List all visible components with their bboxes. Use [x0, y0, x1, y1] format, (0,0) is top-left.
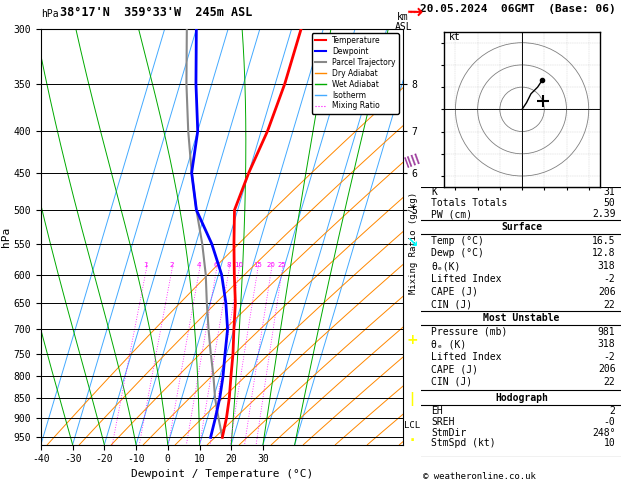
- Y-axis label: hPa: hPa: [1, 227, 11, 247]
- Text: Most Unstable: Most Unstable: [483, 313, 560, 323]
- Text: hPa: hPa: [41, 9, 58, 19]
- Text: 10: 10: [234, 261, 243, 268]
- Text: km: km: [398, 12, 409, 22]
- Text: 4: 4: [197, 261, 201, 268]
- Text: 16.5: 16.5: [592, 236, 615, 246]
- Text: Mixing Ratio (g/kg): Mixing Ratio (g/kg): [409, 192, 418, 294]
- Text: CAPE (J): CAPE (J): [431, 287, 479, 297]
- Text: kt: kt: [448, 33, 460, 42]
- Text: 20.05.2024  06GMT  (Base: 06): 20.05.2024 06GMT (Base: 06): [420, 3, 616, 14]
- Text: CIN (J): CIN (J): [431, 300, 472, 310]
- Text: PW (cm): PW (cm): [431, 209, 472, 219]
- Text: -0: -0: [604, 417, 615, 427]
- Text: -2: -2: [604, 274, 615, 284]
- Text: Dewp (°C): Dewp (°C): [431, 248, 484, 259]
- Text: 6: 6: [214, 261, 218, 268]
- Text: 318: 318: [598, 339, 615, 349]
- Text: Lifted Index: Lifted Index: [431, 274, 502, 284]
- Text: EH: EH: [431, 406, 443, 416]
- Text: 12.8: 12.8: [592, 248, 615, 259]
- Text: Totals Totals: Totals Totals: [431, 198, 508, 208]
- Text: CAPE (J): CAPE (J): [431, 364, 479, 374]
- Text: θₑ (K): θₑ (K): [431, 339, 467, 349]
- Text: 10: 10: [604, 438, 615, 449]
- Text: 8: 8: [226, 261, 231, 268]
- Text: K: K: [431, 187, 437, 197]
- Text: |: |: [409, 392, 415, 405]
- Text: ↗: ↗: [399, 1, 425, 26]
- Text: LCL: LCL: [404, 421, 420, 431]
- Text: 1: 1: [143, 261, 148, 268]
- Text: Hodograph: Hodograph: [495, 393, 548, 403]
- Text: 25: 25: [277, 261, 286, 268]
- Text: CIN (J): CIN (J): [431, 377, 472, 387]
- Text: 31: 31: [604, 187, 615, 197]
- Text: StmSpd (kt): StmSpd (kt): [431, 438, 496, 449]
- Text: ↘: ↘: [406, 236, 418, 250]
- Text: 318: 318: [598, 261, 615, 271]
- Text: SREH: SREH: [431, 417, 455, 427]
- Text: 206: 206: [598, 287, 615, 297]
- Text: 981: 981: [598, 327, 615, 336]
- Text: Lifted Index: Lifted Index: [431, 352, 502, 362]
- Text: 2: 2: [610, 406, 615, 416]
- Text: StmDir: StmDir: [431, 428, 467, 438]
- Text: © weatheronline.co.uk: © weatheronline.co.uk: [423, 472, 535, 481]
- Text: 2.39: 2.39: [592, 209, 615, 219]
- Text: ASL: ASL: [394, 21, 412, 32]
- Text: 20: 20: [267, 261, 276, 268]
- Text: 2: 2: [169, 261, 174, 268]
- X-axis label: Dewpoint / Temperature (°C): Dewpoint / Temperature (°C): [131, 469, 313, 479]
- Text: 50: 50: [604, 198, 615, 208]
- Text: .: .: [409, 431, 415, 444]
- Text: ||||: ||||: [403, 153, 421, 168]
- Text: θₑ(K): θₑ(K): [431, 261, 461, 271]
- Text: 206: 206: [598, 364, 615, 374]
- Text: 22: 22: [604, 377, 615, 387]
- Text: -2: -2: [604, 352, 615, 362]
- Text: 22: 22: [604, 300, 615, 310]
- Text: Surface: Surface: [501, 222, 542, 232]
- Legend: Temperature, Dewpoint, Parcel Trajectory, Dry Adiabat, Wet Adiabat, Isotherm, Mi: Temperature, Dewpoint, Parcel Trajectory…: [311, 33, 399, 114]
- Text: 248°: 248°: [592, 428, 615, 438]
- Text: 15: 15: [253, 261, 262, 268]
- Text: 38°17'N  359°33'W  245m ASL: 38°17'N 359°33'W 245m ASL: [60, 6, 252, 19]
- Text: Pressure (mb): Pressure (mb): [431, 327, 508, 336]
- Text: Temp (°C): Temp (°C): [431, 236, 484, 246]
- Text: +: +: [406, 333, 418, 347]
